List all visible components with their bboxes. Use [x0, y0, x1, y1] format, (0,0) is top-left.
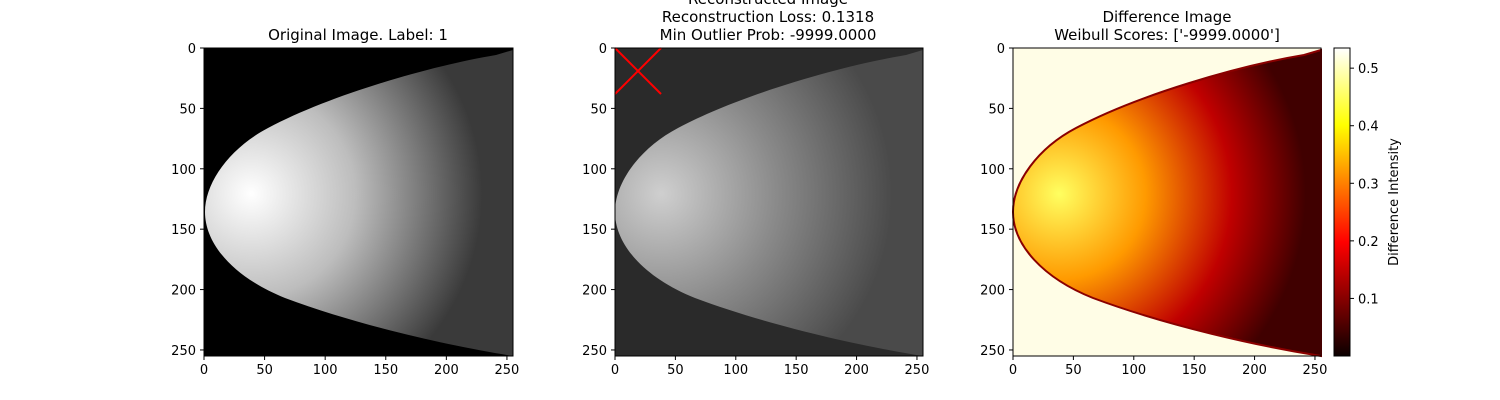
y-tick-label: 0: [599, 42, 607, 57]
x-tick-label: 100: [723, 363, 748, 378]
colorbar-gradient: [1333, 47, 1351, 357]
y-tick-label: 100: [171, 163, 196, 178]
x-tick-label: 0: [611, 363, 619, 378]
colorbar-tick-label: 0.5: [1358, 62, 1379, 77]
panel-reconstructed: Reconstructed Image Reconstruction Loss:…: [582, 0, 929, 378]
y-tick-label: 0: [188, 42, 196, 57]
x-tick-label: 100: [1121, 363, 1146, 378]
y-tick-label: 50: [179, 102, 196, 117]
panel-difference-title-line-2: Weibull Scores: ['-9999.0000']: [1054, 26, 1280, 44]
y-tick-label: 200: [980, 284, 1005, 299]
colorbar-tick-label: 0.3: [1358, 177, 1379, 192]
x-tick-label: 150: [1182, 363, 1207, 378]
panel-reconstructed-title-line-1: Reconstructed Image: [688, 0, 848, 8]
panel-difference-title-line-1: Difference Image: [1102, 8, 1231, 26]
y-tick-label: 250: [980, 344, 1005, 359]
x-tick-label: 200: [1242, 363, 1267, 378]
y-tick-label: 150: [980, 223, 1005, 238]
y-tick-label: 50: [988, 102, 1005, 117]
panel-difference-title: Difference Image Weibull Scores: ['-9999…: [1054, 8, 1280, 44]
x-tick-label: 200: [844, 363, 869, 378]
x-tick-label: 150: [784, 363, 809, 378]
x-tick-label: 50: [1065, 363, 1082, 378]
x-tick-label: 250: [905, 363, 930, 378]
y-tick-label: 0: [997, 42, 1005, 57]
panel-original-y-axis: 0 50 100 150 200 250: [171, 42, 204, 359]
y-tick-label: 100: [582, 163, 607, 178]
original-image-frame: [203, 47, 514, 357]
x-tick-label: 250: [1303, 363, 1328, 378]
panel-original: Original Image. Label: 1 0 50 100 150 200 250…: [171, 26, 519, 378]
y-tick-label: 200: [582, 284, 607, 299]
panel-difference: Difference Image Weibull Scores: ['-9999…: [980, 8, 1327, 378]
difference-image-frame: [1012, 47, 1322, 357]
y-tick-label: 150: [171, 223, 196, 238]
panel-reconstructed-x-axis: 0 50 100 150 200 250: [611, 356, 930, 378]
y-tick-label: 50: [590, 102, 607, 117]
colorbar-ticks: 0.1 0.2 0.3 0.4 0.5: [1350, 62, 1379, 307]
colorbar-tick-label: 0.1: [1358, 292, 1379, 307]
reconstructed-breast-tissue: [615, 50, 923, 356]
y-tick-label: 250: [582, 344, 607, 359]
x-marker-stroke-2: [614, 47, 662, 95]
panel-reconstructed-title-line-3: Min Outlier Prob: -9999.0000: [660, 26, 877, 44]
colorbar-label: Difference Intensity: [1387, 138, 1402, 266]
panel-reconstructed-y-axis: 0 50 100 150 200 250: [582, 42, 615, 359]
y-tick-label: 150: [582, 223, 607, 238]
x-tick-label: 250: [495, 363, 520, 378]
x-tick-label: 50: [256, 363, 273, 378]
panel-original-x-axis: 0 50 100 150 200 250: [200, 356, 519, 378]
panel-original-title: Original Image. Label: 1: [268, 26, 448, 44]
panel-difference-x-axis: 0 50 100 150 200 250: [1009, 356, 1328, 378]
colorbar: 0.1 0.2 0.3 0.4 0.5 Difference Intensity: [1333, 47, 1402, 357]
x-tick-label: 0: [1009, 363, 1017, 378]
panel-original-title-line-1: Original Image. Label: 1: [268, 26, 448, 44]
reconstructed-image-frame: [614, 47, 924, 357]
x-tick-label: 150: [373, 363, 398, 378]
y-tick-label: 100: [980, 163, 1005, 178]
x-tick-label: 0: [200, 363, 208, 378]
original-breast-tissue: [205, 50, 513, 356]
panel-reconstructed-title-line-2: Reconstruction Loss: 0.1318: [662, 8, 874, 26]
x-tick-label: 100: [313, 363, 338, 378]
colorbar-tick-label: 0.2: [1358, 235, 1379, 250]
x-tick-label: 200: [434, 363, 459, 378]
x-tick-label: 50: [667, 363, 684, 378]
y-tick-label: 250: [171, 344, 196, 359]
panel-reconstructed-title: Reconstructed Image Reconstruction Loss:…: [660, 0, 877, 44]
reconstructed-x-marker: [614, 47, 662, 95]
colorbar-tick-label: 0.4: [1358, 120, 1379, 135]
panel-difference-y-axis: 0 50 100 150 200 250: [980, 42, 1013, 359]
y-tick-label: 200: [171, 284, 196, 299]
